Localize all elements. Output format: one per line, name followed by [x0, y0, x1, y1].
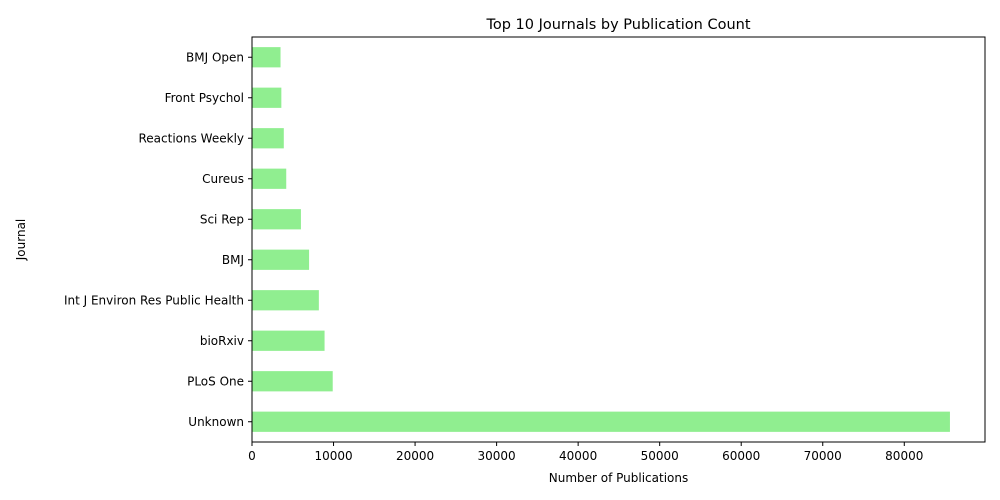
bars: [252, 47, 950, 432]
bar-sci-rep: [252, 209, 301, 230]
x-tick-label: 70000: [804, 449, 842, 463]
bar-bmj-open: [252, 47, 281, 68]
bar-unknown: [252, 411, 950, 432]
x-tick-label: 30000: [478, 449, 516, 463]
y-tick-label: Sci Rep: [200, 212, 244, 226]
y-tick-label: Int J Environ Res Public Health: [64, 293, 244, 307]
y-tick-label: Front Psychol: [165, 91, 244, 105]
x-tick-label: 50000: [641, 449, 679, 463]
y-tick-label: Cureus: [202, 172, 244, 186]
y-tick-label: BMJ: [222, 253, 244, 267]
x-tick-label: 80000: [885, 449, 923, 463]
bar-reactions-weekly: [252, 128, 284, 149]
x-tick-label: 0: [248, 449, 256, 463]
plot-frame: [251, 36, 986, 443]
bar-int-j-environ-res-public-health: [252, 290, 319, 311]
x-tick-label: 60000: [722, 449, 760, 463]
x-axis-ticks: 0 10000 20000 30000 40000 50000 60000 70000 8000…: [248, 442, 923, 463]
bar-bmj: [252, 249, 310, 270]
x-tick-label: 20000: [396, 449, 434, 463]
y-tick-label: PLoS One: [187, 374, 244, 388]
x-axis-label: Number of Publications: [549, 471, 689, 485]
y-tick-label: bioRxiv: [200, 334, 244, 348]
x-tick-label: 40000: [559, 449, 597, 463]
bar-biorxiv: [252, 330, 325, 351]
x-tick-label: 10000: [314, 449, 352, 463]
y-axis-label: Journal: [14, 219, 28, 262]
y-tick-label: Reactions Weekly: [139, 131, 245, 145]
y-axis-ticks: Unknown PLoS One bioRxiv Int J Environ Res …: [64, 50, 252, 429]
chart-title: Top 10 Journals by Publication Count: [485, 17, 750, 33]
y-tick-label: BMJ Open: [186, 50, 244, 64]
bar-cureus: [252, 168, 287, 189]
bar-front-psychol: [252, 87, 282, 108]
bar-plos-one: [252, 371, 333, 392]
y-tick-label: Unknown: [188, 415, 244, 429]
